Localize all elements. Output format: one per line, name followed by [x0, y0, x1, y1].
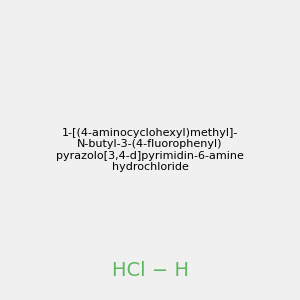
Text: 1-[(4-aminocyclohexyl)methyl]-
N-butyl-3-(4-fluorophenyl)
pyrazolo[3,4-d]pyrimid: 1-[(4-aminocyclohexyl)methyl]- N-butyl-3…	[56, 128, 244, 172]
Text: HCl − H: HCl − H	[112, 260, 188, 280]
